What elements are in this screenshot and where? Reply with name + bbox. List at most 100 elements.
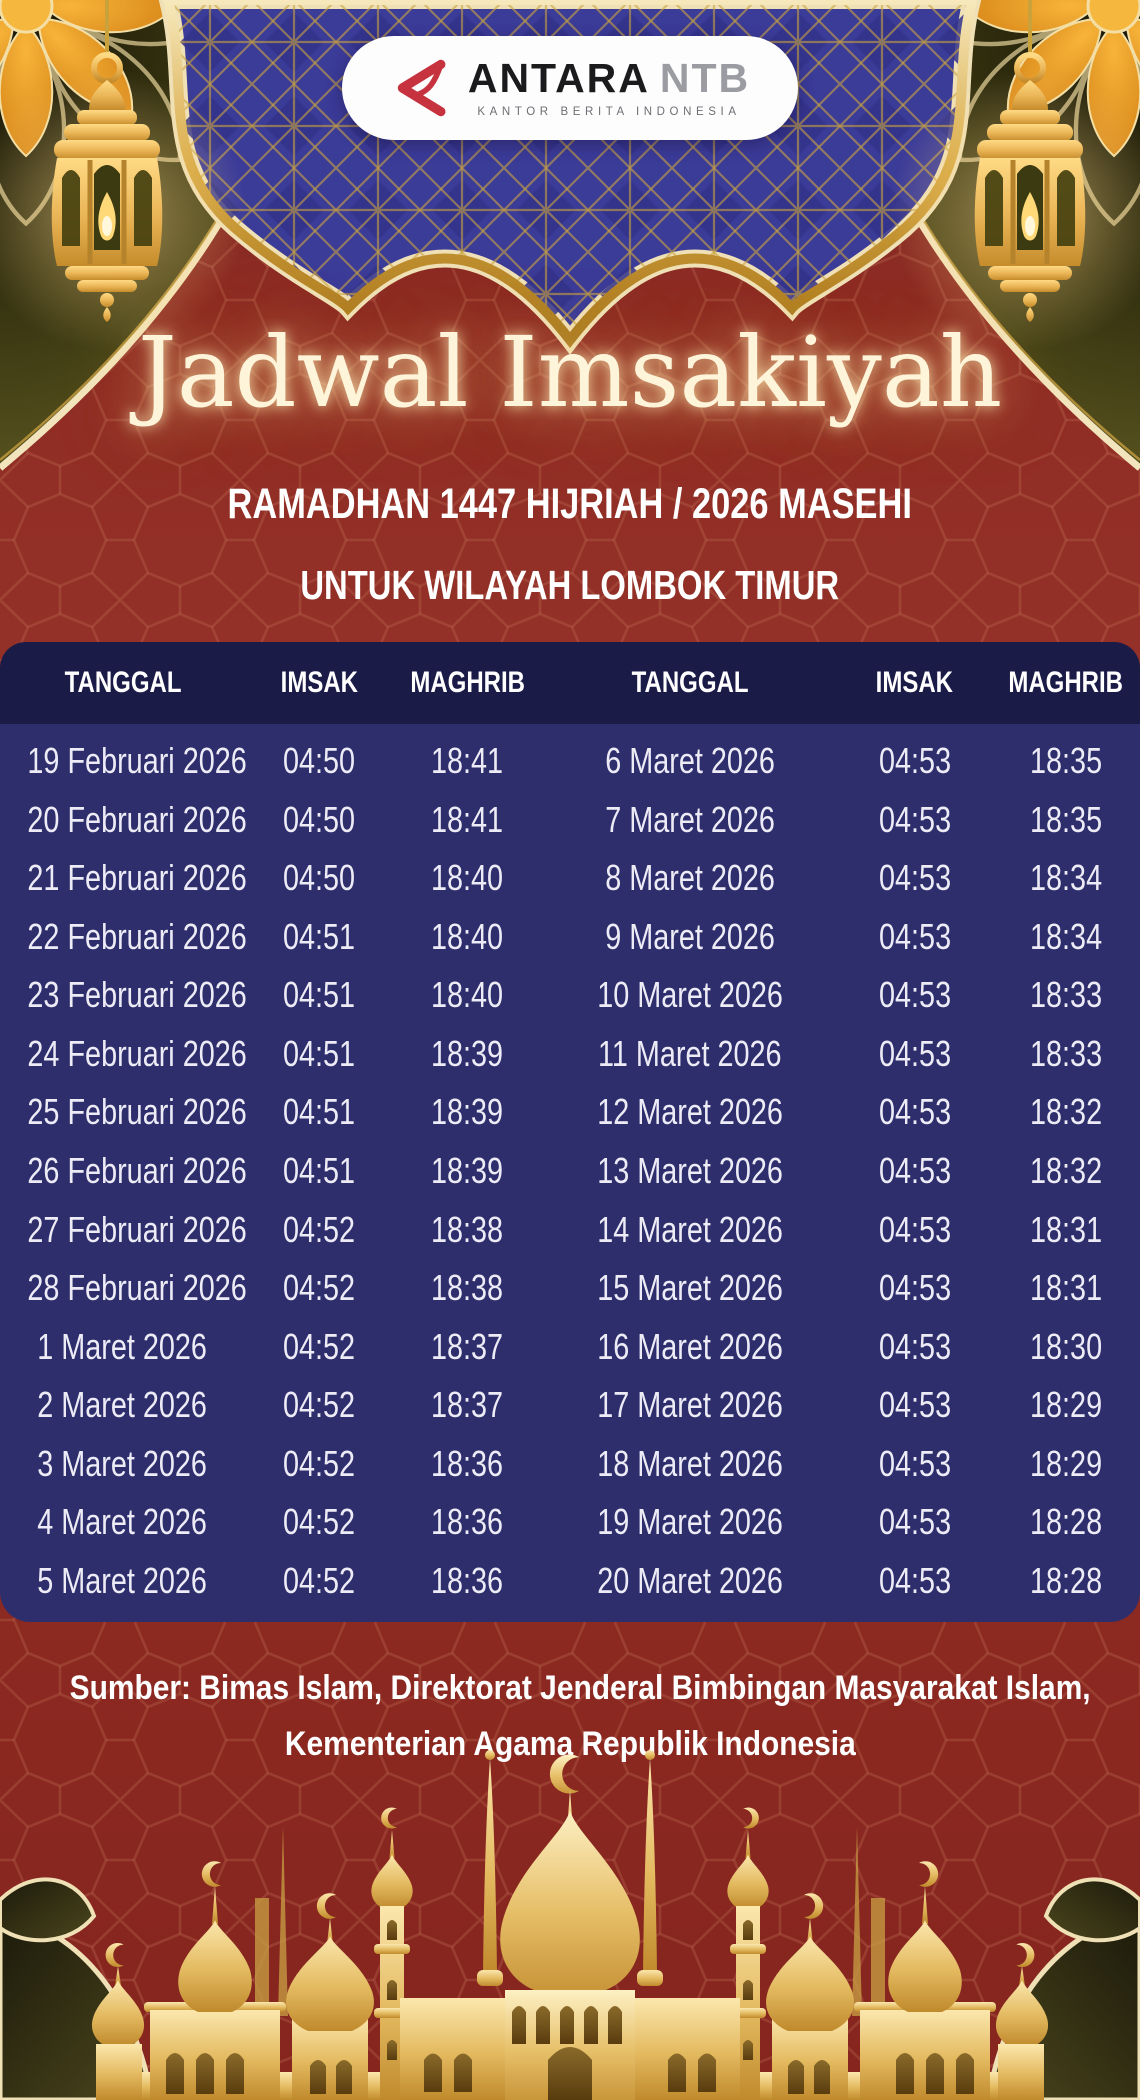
table-row: 26 Februari 2026 04:51 18:39 13 Maret 2026 0… [0, 1142, 1140, 1201]
maghrib-cell: 18:38 [431, 1208, 504, 1250]
imsak-cell: 04:53 [878, 1032, 951, 1074]
maghrib-cell: 18:36 [431, 1442, 504, 1484]
table-row: 2 Maret 2026 04:52 18:37 17 Maret 2026 04:53… [0, 1376, 1140, 1435]
date-cell: 6 Maret 2026 [604, 740, 775, 782]
date-cell: 3 Maret 2026 [37, 1442, 208, 1484]
date-cell: 22 Februari 2026 [27, 915, 247, 957]
maghrib-cell: 18:32 [1029, 1149, 1102, 1191]
maghrib-cell: 18:36 [431, 1559, 504, 1601]
maghrib-cell: 18:29 [1029, 1384, 1102, 1426]
date-cell: 9 Maret 2026 [604, 915, 775, 957]
date-cell: 15 Maret 2026 [596, 1267, 783, 1309]
table-row: 19 Februari 2026 04:50 18:41 6 Maret 2026 04… [0, 732, 1140, 791]
column-header: MAGHRIB [1008, 666, 1124, 699]
date-cell: 2 Maret 2026 [37, 1384, 208, 1426]
column-header: TANGGAL [631, 666, 749, 699]
maghrib-cell: 18:34 [1029, 915, 1102, 957]
maghrib-cell: 18:33 [1029, 1032, 1102, 1074]
date-cell: 27 Februari 2026 [27, 1208, 247, 1250]
date-cell: 21 Februari 2026 [27, 857, 247, 899]
date-cell: 12 Maret 2026 [596, 1091, 783, 1133]
table-row: 20 Februari 2026 04:50 18:41 7 Maret 2026 04… [0, 791, 1140, 850]
date-cell: 20 Maret 2026 [596, 1559, 783, 1601]
column-header: IMSAK [876, 666, 954, 699]
date-cell: 20 Februari 2026 [27, 798, 247, 840]
logo-tagline: KANTOR BERITA INDONESIA [477, 106, 741, 118]
imsak-cell: 04:51 [283, 915, 356, 957]
date-cell: 10 Maret 2026 [596, 974, 783, 1016]
imsak-cell: 04:53 [878, 1325, 951, 1367]
imsak-cell: 04:52 [283, 1559, 356, 1601]
imsak-cell: 04:53 [878, 740, 951, 782]
maghrib-cell: 18:37 [431, 1325, 504, 1367]
maghrib-cell: 18:33 [1029, 974, 1102, 1016]
imsak-cell: 04:50 [283, 740, 356, 782]
maghrib-cell: 18:39 [431, 1149, 504, 1191]
date-cell: 17 Maret 2026 [596, 1384, 783, 1426]
date-cell: 1 Maret 2026 [37, 1325, 208, 1367]
imsak-cell: 04:52 [283, 1267, 356, 1309]
mosque-silhouette [0, 1748, 1140, 2100]
maghrib-cell: 18:36 [431, 1501, 504, 1543]
table-row: 4 Maret 2026 04:52 18:36 19 Maret 2026 04:53… [0, 1493, 1140, 1552]
date-cell: 11 Maret 2026 [597, 1032, 782, 1074]
imsak-cell: 04:51 [283, 1149, 356, 1191]
source-line-1: Sumber: Bimas Islam, Direktorat Jenderal… [69, 1669, 1091, 1707]
maghrib-cell: 18:31 [1029, 1208, 1102, 1250]
imsak-cell: 04:53 [878, 1149, 951, 1191]
subtitle-region: UNTUK WILAYAH LOMBOK TIMUR [300, 562, 840, 608]
central-dome [500, 1754, 640, 2100]
imsak-cell: 04:53 [878, 1559, 951, 1601]
maghrib-cell: 18:41 [431, 740, 504, 782]
column-header: TANGGAL [64, 666, 181, 699]
table-row: 27 Februari 2026 04:52 18:38 14 Maret 2026 0… [0, 1200, 1140, 1259]
imsak-cell: 04:53 [878, 1208, 951, 1250]
maghrib-cell: 18:28 [1029, 1501, 1102, 1543]
page-title: Jadwal Imsakiyah [137, 316, 1003, 429]
imsak-cell: 04:53 [878, 798, 951, 840]
date-cell: 18 Maret 2026 [596, 1442, 783, 1484]
maghrib-cell: 18:37 [431, 1384, 504, 1426]
date-cell: 4 Maret 2026 [37, 1501, 208, 1543]
table-row: 23 Februari 2026 04:51 18:40 10 Maret 2026 0… [0, 966, 1140, 1025]
maghrib-cell: 18:31 [1029, 1267, 1102, 1309]
imsak-cell: 04:53 [878, 974, 951, 1016]
table-row: 22 Februari 2026 04:51 18:40 9 Maret 2026 04… [0, 908, 1140, 967]
table-row: 25 Februari 2026 04:51 18:39 12 Maret 2026 0… [0, 1083, 1140, 1142]
imsak-cell: 04:53 [878, 1091, 951, 1133]
maghrib-cell: 18:40 [431, 857, 504, 899]
imsak-cell: 04:52 [283, 1384, 356, 1426]
imsak-cell: 04:51 [283, 1032, 356, 1074]
date-cell: 14 Maret 2026 [596, 1208, 783, 1250]
date-cell: 19 Maret 2026 [596, 1501, 783, 1543]
maghrib-cell: 18:34 [1029, 857, 1102, 899]
table-row: 5 Maret 2026 04:52 18:36 20 Maret 2026 04:53… [0, 1551, 1140, 1610]
maghrib-cell: 18:28 [1029, 1559, 1102, 1601]
table-header-row: TANGGAL IMSAK MAGHRIB TANGGAL IMSAK MAGHRIB [0, 642, 1140, 724]
maghrib-cell: 18:32 [1029, 1091, 1102, 1133]
date-cell: 23 Februari 2026 [27, 974, 247, 1016]
date-cell: 24 Februari 2026 [27, 1032, 247, 1074]
imsak-cell: 04:52 [283, 1325, 356, 1367]
date-cell: 13 Maret 2026 [596, 1149, 783, 1191]
imsak-cell: 04:52 [283, 1208, 356, 1250]
imsak-cell: 04:50 [283, 798, 356, 840]
table-body: 19 Februari 2026 04:50 18:41 6 Maret 2026 04… [0, 724, 1140, 1622]
date-cell: 7 Maret 2026 [604, 798, 775, 840]
maghrib-cell: 18:29 [1029, 1442, 1102, 1484]
date-cell: 16 Maret 2026 [596, 1325, 783, 1367]
table-row: 21 Februari 2026 04:50 18:40 8 Maret 2026 04… [0, 849, 1140, 908]
imsak-cell: 04:53 [878, 1384, 951, 1426]
maghrib-cell: 18:39 [431, 1032, 504, 1074]
imsak-cell: 04:52 [283, 1501, 356, 1543]
maghrib-cell: 18:40 [431, 974, 504, 1016]
maghrib-cell: 18:30 [1029, 1325, 1102, 1367]
date-cell: 25 Februari 2026 [27, 1091, 247, 1133]
imsak-cell: 04:53 [878, 857, 951, 899]
table-row: 3 Maret 2026 04:52 18:36 18 Maret 2026 04:53… [0, 1434, 1140, 1493]
antara-triangle-icon [397, 59, 446, 117]
table-row: 24 Februari 2026 04:51 18:39 11 Maret 2026 0… [0, 1025, 1140, 1084]
date-cell: 8 Maret 2026 [604, 857, 775, 899]
imsak-cell: 04:53 [878, 1501, 951, 1543]
imsak-cell: 04:51 [283, 1091, 356, 1133]
